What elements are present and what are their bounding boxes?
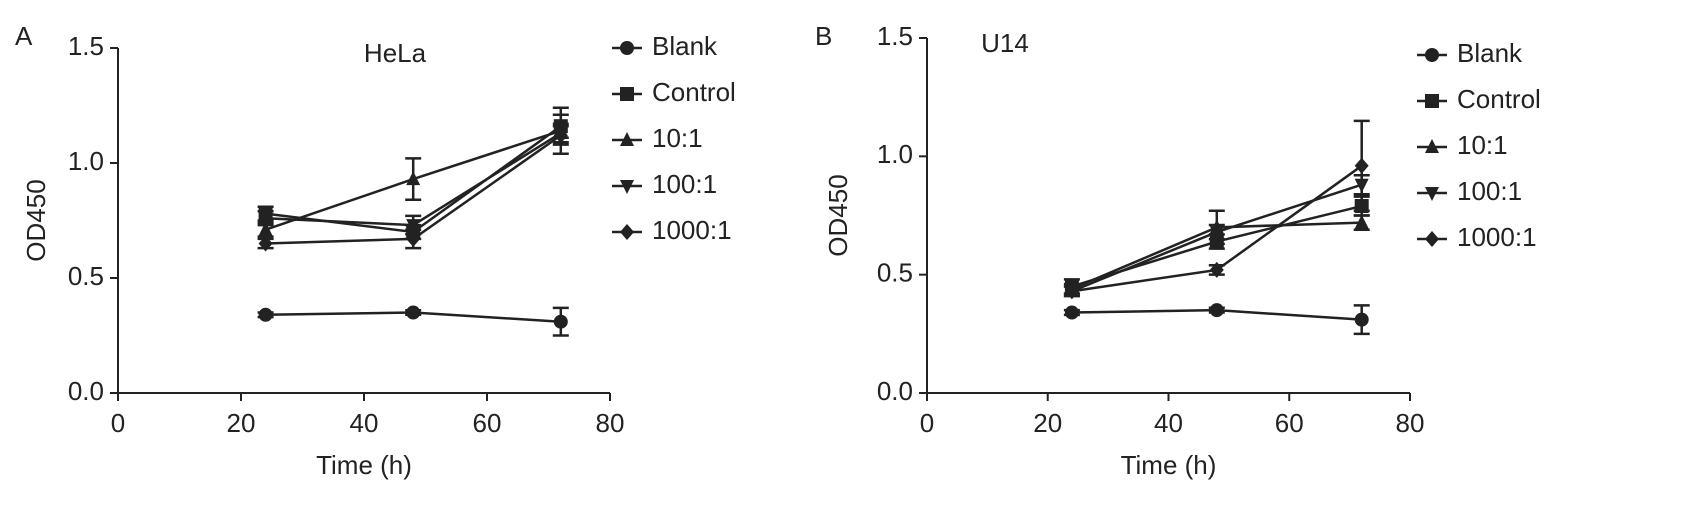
marker [1354, 157, 1369, 174]
marker [406, 219, 421, 234]
legend-marker [620, 180, 634, 194]
legend-label: Blank [652, 31, 718, 61]
x-tick-label: 20 [1033, 408, 1062, 438]
marker [406, 230, 421, 247]
legend-label: Blank [1457, 38, 1523, 68]
panel-label: B [815, 21, 832, 51]
legend-marker [1425, 187, 1439, 201]
x-tick-label: 60 [473, 408, 502, 438]
y-tick-label: 1.5 [68, 31, 104, 61]
legend-label: 1000:1 [1457, 222, 1537, 252]
legend-marker [620, 132, 634, 146]
marker [1354, 312, 1369, 327]
marker [1209, 226, 1224, 241]
marker [1209, 261, 1224, 278]
marker [1064, 283, 1079, 300]
marker [258, 307, 273, 322]
legend-marker [1425, 94, 1439, 108]
x-axis-label: Time (h) [316, 450, 412, 480]
marker [258, 221, 273, 236]
marker [553, 127, 568, 144]
y-tick-label: 1.0 [68, 146, 104, 176]
marker [258, 212, 273, 227]
marker [406, 171, 421, 186]
y-tick-label: 1.5 [877, 21, 913, 51]
x-tick-label: 60 [1275, 408, 1304, 438]
y-axis-label: OD450 [21, 179, 51, 261]
legend-marker [1425, 139, 1439, 153]
panel-label: A [15, 21, 33, 51]
marker [1064, 305, 1079, 320]
legend-marker [1425, 231, 1439, 247]
chart-title: HeLa [364, 38, 427, 68]
legend-marker [620, 224, 634, 240]
x-tick-label: 80 [1396, 408, 1425, 438]
x-tick-label: 20 [227, 408, 256, 438]
legend-marker [1425, 48, 1439, 62]
y-tick-label: 0.5 [877, 258, 913, 288]
y-tick-label: 1.0 [877, 139, 913, 169]
y-tick-label: 0.0 [877, 376, 913, 406]
legend-label: Control [1457, 84, 1541, 114]
marker [1354, 214, 1369, 229]
marker [1209, 303, 1224, 318]
x-tick-label: 0 [111, 408, 125, 438]
legend-label: 100:1 [652, 169, 717, 199]
x-axis-label: Time (h) [1121, 450, 1217, 480]
legend-marker [620, 87, 634, 101]
y-tick-label: 0.5 [68, 261, 104, 291]
x-tick-label: 40 [350, 408, 379, 438]
legend-marker [620, 41, 634, 55]
x-tick-label: 80 [596, 408, 625, 438]
x-tick-label: 40 [1154, 408, 1183, 438]
legend-label: 1000:1 [652, 215, 732, 245]
legend-label: Control [652, 77, 736, 107]
x-tick-label: 0 [920, 408, 934, 438]
chart-title: U14 [981, 28, 1029, 58]
legend-label: 100:1 [1457, 176, 1522, 206]
marker [258, 235, 273, 252]
legend-label: 10:1 [1457, 130, 1508, 160]
y-axis-label: OD450 [823, 174, 853, 256]
legend-label: 10:1 [652, 123, 703, 153]
marker [553, 314, 568, 329]
marker [406, 305, 421, 320]
y-tick-label: 0.0 [68, 376, 104, 406]
